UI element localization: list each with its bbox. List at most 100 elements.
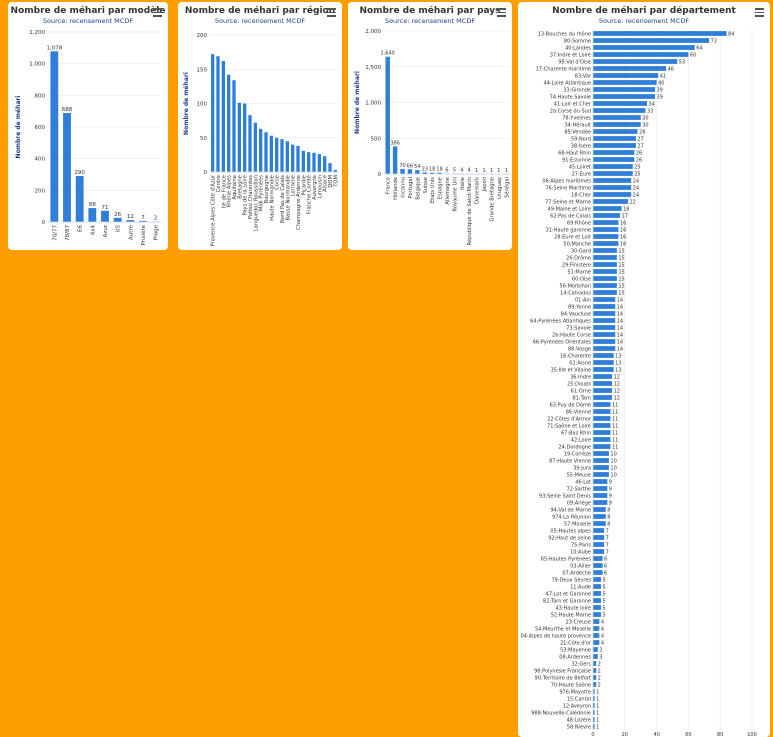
x-tick-label: 78/87: [65, 225, 71, 241]
bar: [593, 66, 667, 71]
hamburger-menu-icon[interactable]: [497, 8, 506, 17]
data-label: 26: [636, 150, 642, 156]
data-label: 11: [612, 444, 618, 450]
bar: [75, 176, 84, 222]
x-tick-label: E6: [78, 225, 84, 232]
bar: [593, 248, 617, 253]
data-label: 15: [618, 269, 624, 275]
y-tick-label: 14:Calvados: [560, 290, 591, 296]
data-label: 8: [607, 507, 610, 513]
bar: [50, 51, 59, 222]
bar: [216, 56, 220, 172]
bar: [307, 152, 311, 172]
bar: [333, 169, 337, 172]
data-label: 3: [599, 647, 602, 653]
y-tick-label: 10:Aube: [570, 549, 591, 555]
y-tick-label: 42:Loire: [571, 437, 591, 443]
x-tick-label: Bretagne: [237, 175, 243, 199]
data-label: 1,078: [46, 45, 62, 51]
data-label: 5: [602, 591, 605, 597]
bar: [593, 164, 633, 169]
x-tick-label: Nord Pas de Calais: [280, 175, 286, 223]
bar: [243, 103, 247, 172]
data-label: 12: [614, 395, 620, 401]
y-tick-label: 98:Polynésie Française: [534, 667, 591, 674]
data-label: 1: [482, 168, 485, 174]
data-label: 3: [599, 654, 602, 660]
y-tick-label: 79:Deux Sèvres: [551, 576, 591, 583]
x-tick-label: Inconnu: [401, 177, 407, 198]
data-label: 4: [601, 640, 604, 646]
y-tick-label: 0: [42, 220, 46, 226]
bar: [296, 145, 300, 172]
y-tick-label: 07:Ardèche: [562, 569, 591, 576]
x-tick-label: Japon: [482, 177, 488, 192]
bar: [593, 423, 611, 428]
data-label: 41: [660, 73, 666, 79]
data-label: 15: [618, 248, 624, 254]
hamburger-menu-icon[interactable]: [153, 8, 162, 17]
hamburger-menu-icon[interactable]: [327, 8, 336, 17]
y-tick-label: 1,200: [29, 30, 45, 36]
data-label: 4: [460, 168, 463, 174]
y-tick-label: 31:Haute garonne: [546, 227, 591, 233]
y-tick-label: 72:Sarthe: [566, 486, 591, 492]
x-tick-label: Corse: [275, 175, 281, 190]
bar: [323, 156, 327, 172]
data-label: 6: [604, 563, 607, 569]
bar: [139, 220, 147, 222]
y-tick-label: 0: [204, 170, 208, 176]
data-label: 1: [475, 168, 478, 174]
data-label: 16: [620, 227, 626, 233]
y-tick-label: 09:Ariège: [567, 499, 591, 506]
chart-title: Nombre de méhari par modèle: [10, 6, 166, 16]
y-tick-label: 976:Mayotte: [559, 689, 591, 695]
bar: [593, 451, 609, 456]
data-label: 73: [711, 38, 717, 44]
bar: [593, 661, 597, 666]
data-label: 39: [657, 87, 663, 93]
chart-panel-modele: Nombre de méhari par modèle Source: rece…: [8, 2, 168, 250]
x-tick-label: 0: [591, 732, 594, 737]
data-label: 60: [690, 52, 696, 58]
y-tick-label: 24:Dordogne: [558, 444, 591, 450]
bar: [593, 514, 606, 519]
bar: [593, 255, 617, 260]
chart-subtitle: Source: recensement MCDF: [384, 17, 476, 25]
bar: [593, 374, 613, 379]
data-label: 24: [633, 185, 639, 191]
data-label: 26: [114, 212, 121, 218]
x-tick-label: Provence Alpes Côte d'Azur: [210, 174, 217, 246]
bar: [593, 276, 617, 281]
x-tick-label: Espagne: [438, 177, 444, 199]
bar: [593, 318, 616, 323]
chart-title: Nombre de méhari par région: [184, 6, 336, 16]
data-label: 4: [601, 619, 604, 625]
y-tick-label: 12:Aveyron: [563, 703, 591, 709]
y-tick-label: 50:Manche: [563, 241, 591, 247]
data-label: 14: [617, 304, 623, 310]
y-tick-label: 51:Marne: [567, 269, 591, 275]
y-tick-label: 2a:Corse du Sud: [550, 108, 591, 114]
bar: [593, 143, 636, 148]
data-label: 28: [639, 129, 645, 135]
y-tick-label: 68:Haut Rhin: [558, 150, 591, 156]
bar: [593, 402, 611, 407]
chart-panel-pays: Nombre de méhari par pays Source: recens…: [348, 2, 512, 250]
data-label: 2: [154, 216, 158, 222]
data-label: 290: [74, 170, 85, 176]
hamburger-menu-icon[interactable]: [755, 8, 764, 17]
bar: [593, 262, 617, 267]
data-label: 12: [614, 381, 620, 387]
chart-panel-region: Nombre de méhari par région Source: rece…: [178, 2, 342, 250]
bar: [301, 150, 305, 172]
x-tick-label: Italie: [460, 177, 466, 190]
data-label: 18: [436, 167, 442, 173]
data-label: 2: [598, 675, 601, 681]
x-tick-label: Ile de France: [221, 175, 227, 208]
bar: [593, 605, 601, 610]
data-label: 13: [615, 353, 621, 359]
y-tick-label: 70:Haute Saône: [551, 681, 591, 688]
y-tick-label: 45:Loiret: [569, 164, 591, 170]
y-tick-label: 974:La Réunion: [552, 513, 591, 520]
